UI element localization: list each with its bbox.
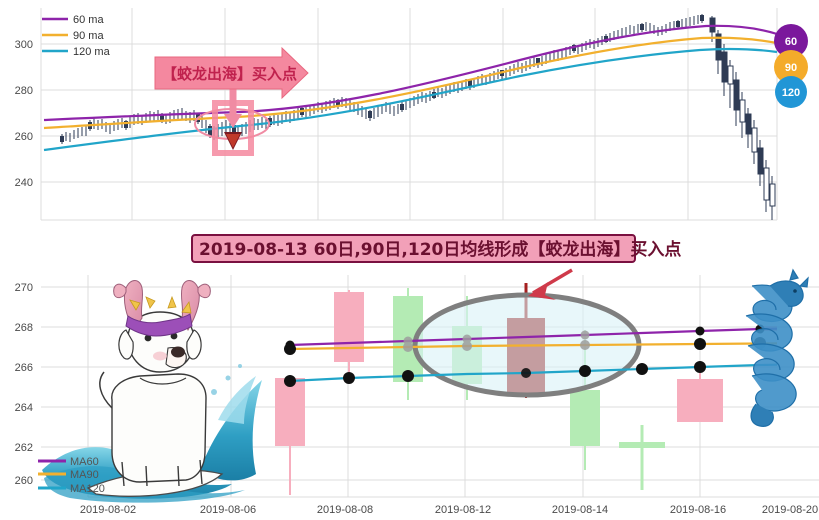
bottom-panel: 270 268 266 264 262 260 [15,268,819,516]
top-ytick-300: 300 [15,39,33,51]
top-ma90-line [43,36,777,130]
top-grid [40,8,778,221]
bottom-ytick-268: 268 [15,322,33,334]
buy-point-annotation: 【蛟龙出海】买入点 [154,46,309,100]
bottom-ytick-270: 270 [15,282,33,294]
bottom-ma90-line [289,342,777,351]
page-title: 2019-08-13 60日,90日,120日均线形成【蛟龙出海】买入点 [199,239,681,260]
candle-2019-08-19 [677,373,723,422]
badge-120-circle [775,76,807,108]
legend-label-120ma: 120 ma [73,46,111,58]
top-ytick-240: 240 [15,177,33,189]
bottom-ytick-262: 262 [15,442,33,454]
xtick-2019-08-08: 2019-08-08 [317,504,373,516]
badge-60-circle [774,24,808,58]
xtick-2019-08-12: 2019-08-12 [435,504,491,516]
top-panel: 300 280 260 240 [15,8,808,221]
bottom-ma-legend: MA60 MA90 MA120 [38,456,105,495]
dragon-dog-illustration [42,280,262,503]
legend-label-60ma: 60 ma [73,14,104,26]
bottom-legend-label-ma90: MA90 [70,469,99,481]
top-ytick-280: 280 [15,85,33,97]
bottom-ma-lines [289,327,777,383]
badge-90-label: 90 [785,62,797,74]
bottom-ytick-266: 266 [15,362,33,374]
xtick-2019-08-20: 2019-08-20 [762,504,818,516]
legend-label-90ma: 90 ma [73,30,104,42]
bottom-ytick-260: 260 [15,475,33,487]
bottom-ma120-line [289,363,777,383]
bottom-legend-label-ma60: MA60 [70,456,99,468]
blue-dragon-illustration [745,268,809,427]
top-legend: 60 ma 90 ma 120 ma [42,14,111,58]
top-ma-lines [43,24,777,152]
badge-120-label: 120 [782,87,800,99]
bottom-ma60-line [289,327,777,347]
top-ma120-line [43,47,777,152]
xtick-2019-08-16: 2019-08-16 [670,504,726,516]
top-ytick-260: 260 [15,131,33,143]
candle-2019-08-02 [275,378,305,495]
ma-badges: 60 90 120 [774,24,808,108]
xtick-2019-08-14: 2019-08-14 [552,504,608,516]
title-banner: 2019-08-13 60日,90日,120日均线形成【蛟龙出海】买入点 [191,234,681,263]
top-candlesticks [60,14,776,220]
bottom-legend-label-ma120: MA120 [70,483,105,495]
highlight-arrow-icon [528,268,573,300]
dragon-horns [113,280,211,337]
buy-point-annotation-label: 【蛟龙出海】买入点 [162,65,297,83]
xtick-2019-08-02: 2019-08-02 [80,504,136,516]
candle-2019-08-15 [619,425,665,490]
badge-90-circle [774,50,808,84]
badge-60-label: 60 [785,36,797,48]
top-buy-point-highlight [194,70,270,156]
xtick-2019-08-06: 2019-08-06 [200,504,256,516]
bottom-ytick-264: 264 [15,402,33,414]
candle-2019-08-05 [334,290,364,372]
top-ma60-line [43,24,777,122]
